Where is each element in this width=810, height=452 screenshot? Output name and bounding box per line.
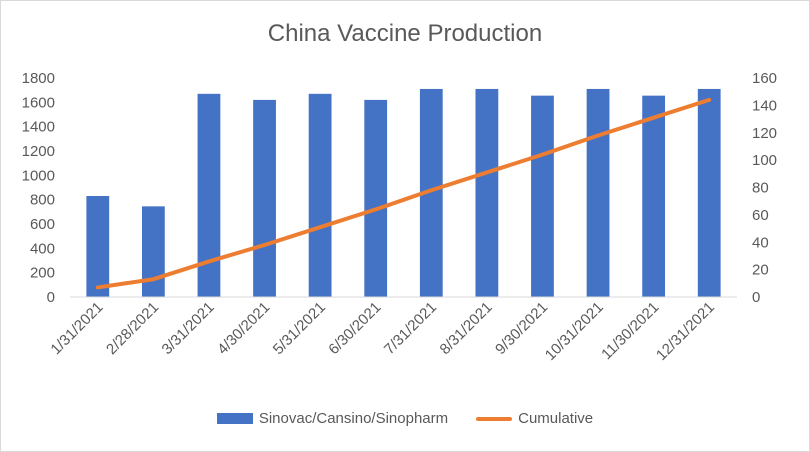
left-tick-label: 1400 <box>22 119 55 136</box>
left-tick-label: 600 <box>30 216 55 233</box>
x-tick-label: 12/31/2021 <box>653 299 718 364</box>
x-tick-label: 3/31/2021 <box>159 299 218 358</box>
bar-3/31/2021 <box>197 93 221 297</box>
bar-2/28/2021 <box>141 206 165 297</box>
left-tick-label: 1800 <box>22 70 55 87</box>
x-tick-label: 7/31/2021 <box>381 299 440 358</box>
bar-6/30/2021 <box>364 99 388 298</box>
legend-swatch-line <box>476 416 513 421</box>
right-tick-label: 160 <box>752 70 777 87</box>
x-tick-label: 4/30/2021 <box>214 299 273 358</box>
bar-7/31/2021 <box>419 88 443 297</box>
x-tick-label: 5/31/2021 <box>270 299 329 358</box>
right-tick-label: 40 <box>752 234 769 251</box>
x-tick-label: 2/28/2021 <box>103 299 162 358</box>
x-tick-label: 10/31/2021 <box>542 299 607 364</box>
right-tick-label: 20 <box>752 262 769 279</box>
right-tick-label: 100 <box>752 152 777 169</box>
right-axis-ticks: 0 20 40 60 80 100 120 140 160 <box>752 70 777 306</box>
right-tick-label: 80 <box>752 180 769 197</box>
right-tick-label: 60 <box>752 207 769 224</box>
bar-10/31/2021 <box>586 88 610 297</box>
right-tick-label: 140 <box>752 97 777 114</box>
x-tick-label: 11/30/2021 <box>598 299 662 363</box>
legend-item-bars: Sinovac/Cansino/Sinopharm <box>216 410 449 427</box>
left-tick-label: 800 <box>30 192 55 209</box>
left-tick-label: 1600 <box>22 94 55 111</box>
bar-series-group <box>86 88 721 298</box>
x-axis-ticks: 1/31/20212/28/20213/31/20214/30/20215/31… <box>47 299 718 364</box>
right-tick-label: 120 <box>752 125 777 142</box>
bar-11/30/2021 <box>642 95 666 297</box>
cumulative-line <box>95 97 712 290</box>
x-tick-label: 8/31/2021 <box>436 299 495 358</box>
bar-12/31/2021 <box>697 88 721 297</box>
legend: Sinovac/Cansino/Sinopharm Cumulative <box>0 410 810 427</box>
bar-8/31/2021 <box>475 88 499 297</box>
line-series-group <box>95 97 712 290</box>
left-tick-label: 1000 <box>22 167 55 184</box>
left-tick-label: 400 <box>30 240 55 257</box>
chart-title: China Vaccine Production <box>267 20 543 47</box>
right-tick-label: 0 <box>752 289 760 306</box>
left-tick-label: 1200 <box>22 143 55 160</box>
legend-swatch-bars <box>216 413 253 424</box>
bar-5/31/2021 <box>308 93 332 297</box>
left-tick-label: 200 <box>30 265 55 282</box>
legend-label-bars: Sinovac/Cansino/Sinopharm <box>258 410 449 427</box>
legend-item-line: Cumulative <box>476 410 593 427</box>
left-axis-ticks: 0 200 400 600 800 1000 1200 1400 1600 1800 <box>22 70 55 306</box>
legend-label-line: Cumulative <box>518 410 594 427</box>
x-tick-label: 1/31/2021 <box>47 299 106 358</box>
bar-1/31/2021 <box>86 196 110 297</box>
x-tick-label: 6/30/2021 <box>325 299 384 358</box>
bar-4/30/2021 <box>253 99 276 298</box>
x-tick-label: 9/30/2021 <box>492 299 551 358</box>
left-tick-label: 0 <box>47 289 55 306</box>
bar-9/30/2021 <box>531 95 554 297</box>
